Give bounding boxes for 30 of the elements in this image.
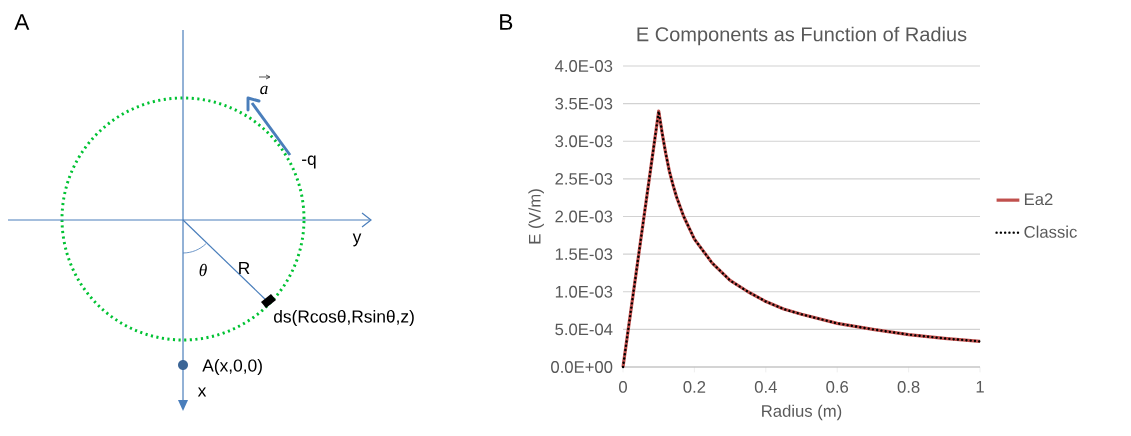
y-tick-label: 0.0E+00 bbox=[551, 361, 613, 373]
x-tick-label: 1 bbox=[976, 381, 984, 393]
text: -q bbox=[302, 155, 316, 169]
y-tick-label: 2.5E-03 bbox=[555, 172, 613, 185]
y-tick-label: 3.0E-03 bbox=[555, 135, 613, 148]
text: B bbox=[500, 14, 513, 30]
x-axis-title: Radius (m) bbox=[762, 404, 842, 421]
y-axis-title: E (V/m) bbox=[528, 189, 544, 244]
y-tick-label: 4.0E-03 bbox=[554, 60, 613, 72]
x-tick-label: 0 bbox=[619, 381, 627, 393]
y-tick-label: 1.5E-03 bbox=[555, 248, 613, 261]
text: θ bbox=[199, 263, 207, 277]
legend-label: Ea2 bbox=[1024, 193, 1053, 206]
x-tick-label: 0.8 bbox=[897, 381, 920, 393]
chart-title: E Components as Function of Radius bbox=[637, 26, 967, 46]
text: y bbox=[352, 233, 362, 247]
x-tick-label: 0.4 bbox=[754, 381, 777, 393]
text: R bbox=[239, 262, 250, 274]
y-tick-label: 3.5E-03 bbox=[555, 97, 613, 110]
y-tick-label: 2.0E-03 bbox=[555, 210, 613, 223]
legend-label: Classic bbox=[1024, 225, 1077, 238]
text: ds(Rcosθ,Rsinθ,z) bbox=[274, 309, 414, 327]
y-tick-label: 1.0E-03 bbox=[555, 285, 613, 298]
text: x bbox=[197, 387, 207, 397]
text: A bbox=[14, 14, 30, 30]
x-tick-label: 0.6 bbox=[826, 381, 849, 393]
y-tick-label: 5.0E-04 bbox=[555, 323, 613, 336]
text: A(x,0,0) bbox=[202, 358, 262, 376]
text: a bbox=[260, 85, 268, 95]
x-tick-label: 0.2 bbox=[683, 381, 706, 393]
